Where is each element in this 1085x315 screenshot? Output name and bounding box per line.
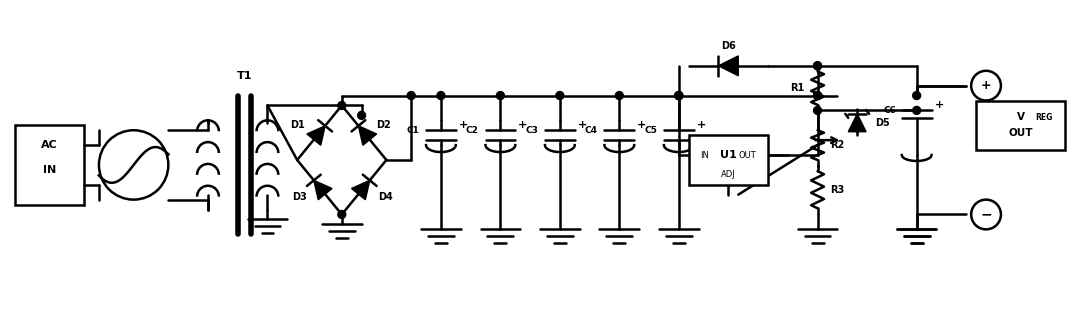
- Circle shape: [814, 106, 821, 114]
- Text: D4: D4: [379, 192, 393, 202]
- Circle shape: [675, 92, 682, 100]
- Circle shape: [556, 92, 564, 100]
- Text: +: +: [981, 79, 992, 92]
- Text: U1: U1: [720, 150, 737, 160]
- Circle shape: [814, 92, 821, 100]
- Text: REG: REG: [1035, 113, 1052, 122]
- Text: AC: AC: [41, 140, 58, 150]
- Circle shape: [407, 92, 416, 100]
- Text: +: +: [934, 100, 944, 111]
- Polygon shape: [307, 126, 325, 145]
- Text: IN: IN: [42, 165, 56, 175]
- Text: R1: R1: [790, 83, 805, 93]
- Text: R2: R2: [830, 140, 845, 150]
- Text: V: V: [1017, 112, 1024, 122]
- Text: D5: D5: [875, 118, 890, 128]
- Circle shape: [497, 92, 505, 100]
- Text: D1: D1: [291, 120, 305, 130]
- Circle shape: [337, 101, 346, 109]
- FancyBboxPatch shape: [976, 100, 1065, 150]
- FancyBboxPatch shape: [689, 135, 768, 185]
- Polygon shape: [314, 180, 332, 200]
- Text: +: +: [519, 120, 527, 130]
- Polygon shape: [358, 126, 376, 145]
- Text: +: +: [697, 120, 706, 130]
- Text: T1: T1: [237, 71, 252, 81]
- Text: D2: D2: [376, 120, 392, 130]
- FancyBboxPatch shape: [15, 125, 84, 204]
- Text: C5: C5: [644, 126, 658, 135]
- Circle shape: [912, 92, 921, 100]
- Polygon shape: [848, 114, 866, 132]
- Circle shape: [912, 106, 921, 114]
- Polygon shape: [718, 56, 738, 76]
- Text: C4: C4: [585, 126, 598, 135]
- Text: R3: R3: [830, 185, 845, 195]
- Circle shape: [814, 62, 821, 70]
- Circle shape: [358, 112, 366, 119]
- Text: D3: D3: [292, 192, 307, 202]
- Circle shape: [615, 92, 623, 100]
- Text: C3: C3: [525, 126, 538, 135]
- Circle shape: [675, 92, 682, 100]
- Circle shape: [675, 92, 682, 100]
- Circle shape: [814, 62, 821, 70]
- Text: IN: IN: [701, 151, 710, 159]
- Circle shape: [814, 92, 821, 100]
- Text: −: −: [980, 208, 992, 221]
- Text: OUT: OUT: [1008, 128, 1033, 138]
- Polygon shape: [352, 180, 370, 200]
- Text: +: +: [577, 120, 587, 130]
- Text: ADJ: ADJ: [720, 170, 736, 179]
- Text: OUT: OUT: [739, 151, 756, 159]
- Text: +: +: [459, 120, 468, 130]
- Text: D6: D6: [720, 41, 736, 51]
- Circle shape: [437, 92, 445, 100]
- Text: C1: C1: [406, 126, 419, 135]
- Text: +: +: [637, 120, 647, 130]
- Circle shape: [337, 210, 346, 219]
- Text: C6: C6: [884, 106, 897, 115]
- Text: C2: C2: [465, 126, 478, 135]
